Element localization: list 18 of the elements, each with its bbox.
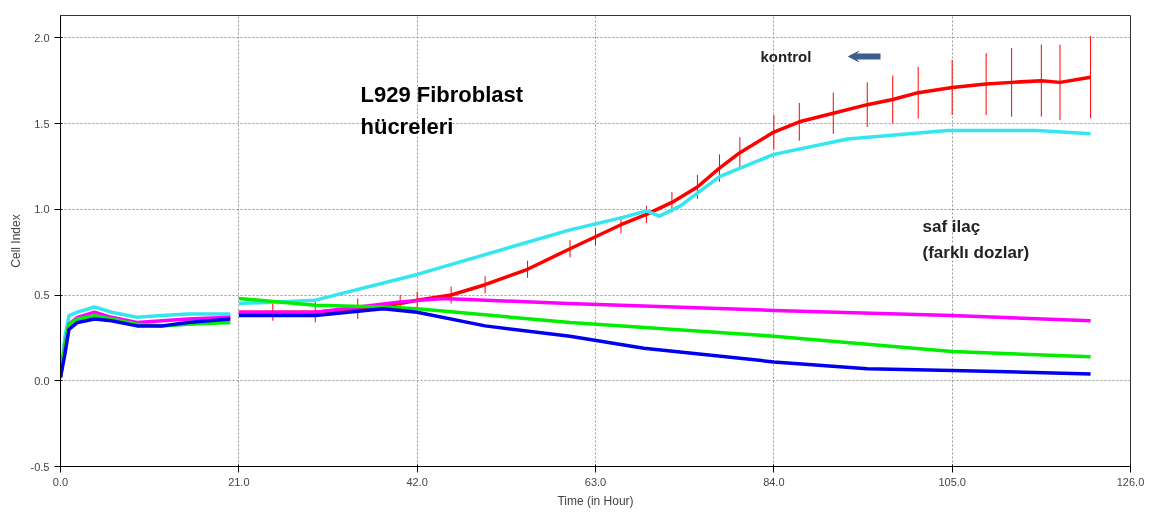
y-tick-label: 1.5 [34, 117, 50, 130]
annotation: saf ilaç (farklı dozlar) [922, 217, 1030, 262]
y-axis-title: Cell Index [8, 214, 23, 268]
x-tick-label: 84.0 [763, 475, 785, 488]
text: L929 Fibroblast hücreleri [360, 81, 524, 139]
y-tick-label: 1.0 [34, 203, 50, 216]
x-tick-label: 42.0 [406, 475, 428, 488]
x-axis-title: Time (in Hour) [557, 493, 634, 508]
x-tick-label: 21.0 [228, 475, 250, 488]
y-tick-label: 0.5 [34, 289, 50, 302]
y-tick-label: 2.0 [34, 31, 50, 44]
x-tick-label: 105.0 [938, 475, 966, 488]
x-tick-label: 0.0 [52, 475, 69, 488]
x-tick-label: 63.0 [584, 475, 607, 488]
annotation: kontrol [760, 48, 812, 65]
x-tick-label: 126.0 [1116, 475, 1145, 488]
y-tick-label: 0.0 [34, 374, 50, 387]
y-tick-label: -0.5 [30, 460, 50, 473]
